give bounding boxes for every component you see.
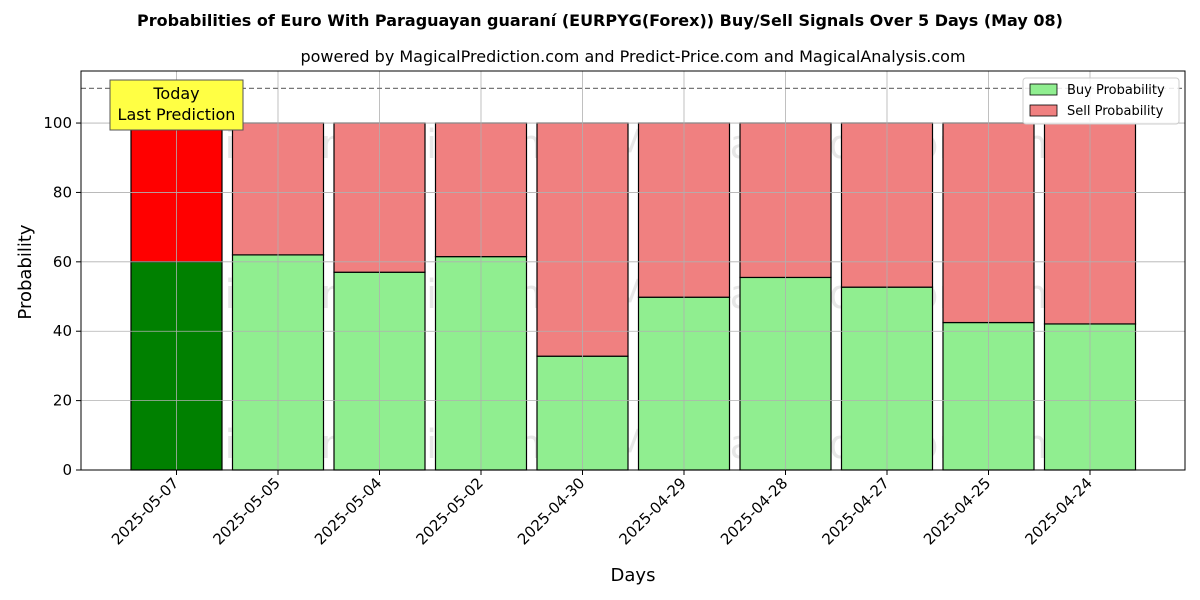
- legend-label-sell: Sell Probability: [1067, 104, 1164, 119]
- legend-box: [1022, 77, 1180, 125]
- x-tick-label: 2025-04-25: [920, 474, 994, 548]
- plot-area: MagicalAnalysis.comMagicalPrediction.com…: [43, 70, 1186, 548]
- y-tick-label: 0: [62, 461, 72, 479]
- legend: Buy Probability Sell Probability: [1022, 77, 1180, 125]
- x-tick-label: 2025-05-07: [108, 474, 182, 548]
- annotation-line-1: Today: [152, 84, 199, 103]
- x-tick-label: 2025-05-05: [209, 474, 283, 548]
- legend-swatch-buy: [1029, 83, 1058, 96]
- legend-swatch-sell: [1029, 104, 1058, 117]
- y-tick-label: 100: [43, 114, 72, 132]
- x-tick-label: 2025-04-24: [1021, 474, 1095, 548]
- x-tick-label: 2025-05-02: [412, 474, 486, 548]
- annotation-line-2: Last Prediction: [118, 105, 236, 124]
- y-tick-label: 80: [53, 183, 72, 201]
- x-axis-label: Days: [611, 565, 656, 586]
- annotation-box: [109, 79, 244, 131]
- y-tick-label: 60: [53, 253, 72, 271]
- x-tick-label: 2025-04-30: [514, 474, 588, 548]
- chart-subtitle: powered by MagicalPrediction.com and Pre…: [300, 47, 965, 66]
- x-tick-label: 2025-04-28: [717, 474, 791, 548]
- y-tick-label: 20: [53, 392, 72, 410]
- x-tick-label: 2025-04-27: [818, 474, 892, 548]
- legend-label-buy: Buy Probability: [1067, 83, 1165, 98]
- chart-title: Probabilities of Euro With Paraguayan gu…: [137, 11, 1063, 30]
- x-tick-label: 2025-05-04: [311, 474, 385, 548]
- x-tick-label: 2025-04-29: [615, 474, 689, 548]
- y-axis-label: Probability: [15, 224, 36, 319]
- y-tick-label: 40: [53, 322, 72, 340]
- plot-frame: [80, 70, 1186, 471]
